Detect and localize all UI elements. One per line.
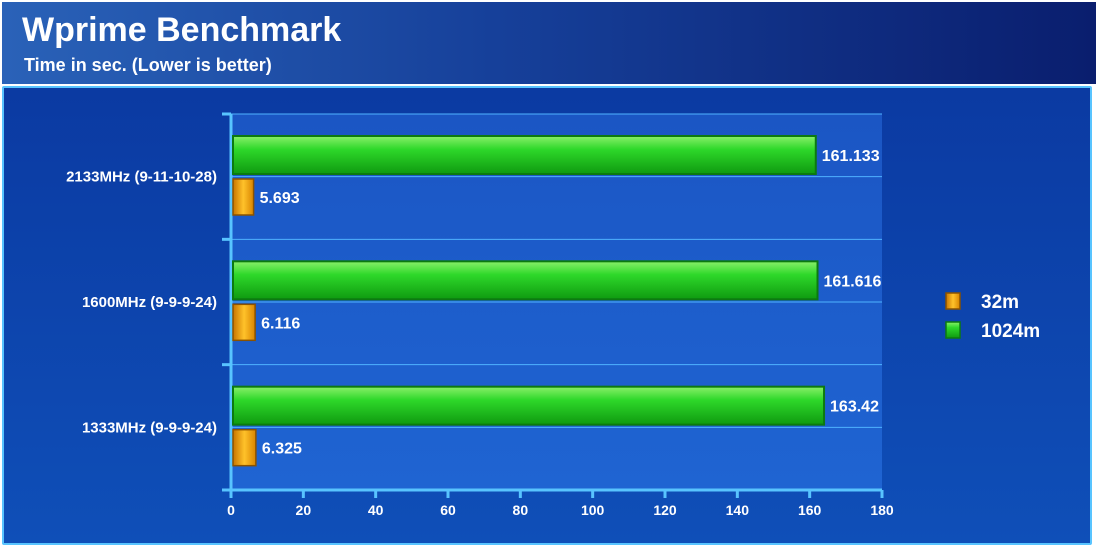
x-tick-label: 40: [368, 502, 384, 518]
bar-32m: [232, 428, 257, 467]
x-tick-label: 80: [513, 502, 529, 518]
x-tick-label: 0: [227, 502, 235, 518]
category-label: 2133MHz (9-11-10-28): [66, 169, 217, 186]
category-label: 1600MHz (9-9-9-24): [82, 294, 217, 311]
data-label-32m: 6.325: [262, 441, 302, 458]
bar-32m: [232, 303, 256, 342]
chart-title: Wprime Benchmark: [22, 11, 342, 49]
x-tick-label: 60: [440, 502, 456, 518]
x-tick-label: 180: [870, 502, 894, 518]
data-label-32m: 6.116: [261, 315, 300, 332]
data-label-1024m: 163.42: [830, 399, 879, 416]
bar-1024m: [232, 260, 819, 301]
legend-label-32m: 32m: [981, 292, 1019, 313]
data-label-1024m: 161.616: [824, 273, 882, 290]
chart-subtitle: Time in sec. (Lower is better): [24, 55, 272, 75]
category-label: 1333MHz (9-9-9-24): [82, 419, 217, 436]
legend-swatch-1024m: [945, 321, 961, 339]
chart-header: Wprime Benchmark Time in sec. (Lower is …: [2, 2, 1096, 84]
x-tick-label: 20: [296, 502, 312, 518]
data-label-32m: 5.693: [260, 190, 300, 207]
legend-label-1024m: 1024m: [981, 321, 1040, 342]
bar-1024m: [232, 385, 826, 426]
x-tick-label: 120: [653, 502, 677, 518]
legend-swatch-32m: [945, 292, 961, 310]
bar-32m: [232, 178, 255, 216]
bar-1024m: [232, 135, 817, 175]
x-tick-label: 100: [581, 502, 605, 518]
x-tick-label: 160: [798, 502, 822, 518]
data-label-1024m: 161.133: [822, 148, 880, 165]
x-tick-label: 140: [726, 502, 750, 518]
